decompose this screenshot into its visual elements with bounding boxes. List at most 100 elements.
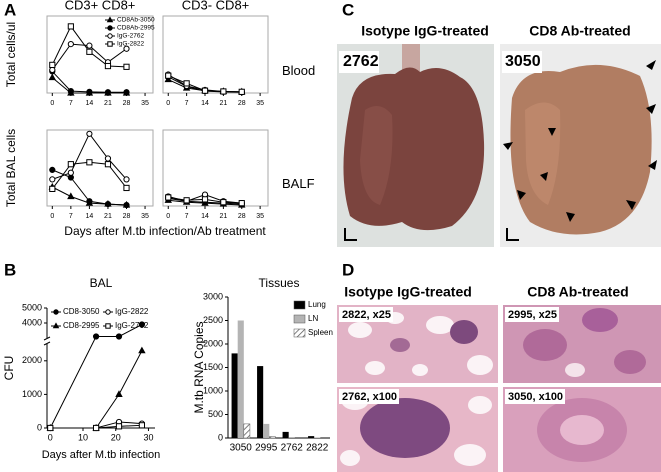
photo-id-box: [502, 51, 542, 73]
marker: [86, 130, 93, 137]
x-tick-label: 10: [78, 432, 88, 442]
photo: [503, 387, 661, 472]
x-tick-label: 7: [185, 213, 189, 220]
marker: [201, 87, 209, 94]
axis-break: [43, 336, 51, 341]
x-tick-label: 14: [201, 213, 209, 220]
y-tick-label: 1000: [22, 389, 42, 399]
x-axis-label: Days after M.tb infection: [42, 449, 161, 461]
marker: [238, 200, 245, 207]
x-tick-label: 0: [50, 213, 54, 220]
bar: [282, 431, 289, 438]
y-tick-label: 3000: [203, 291, 223, 301]
x-tick-label: 28: [238, 100, 246, 107]
marker: [67, 161, 74, 168]
marker: [123, 176, 130, 183]
panel-label: C: [342, 0, 354, 19]
legend-label: Spleen: [308, 328, 333, 337]
photo-id: 2762: [343, 53, 379, 70]
row-label: Blood: [282, 63, 315, 78]
photo: [337, 44, 494, 247]
photo-id-box: [505, 307, 559, 322]
legend-label: IgG-2762: [115, 321, 149, 330]
x-tick-label: 3050: [230, 443, 253, 454]
marker: [49, 166, 56, 173]
x-tick-label: 21: [104, 213, 112, 220]
axis-break: [43, 341, 51, 346]
legend-label: IgG-2822: [117, 41, 144, 48]
marker: [123, 201, 130, 209]
marker: [52, 322, 60, 329]
marker: [86, 198, 93, 205]
y-tick-label: 5000: [22, 302, 42, 312]
x-tick-label: 0: [48, 432, 53, 442]
photo-id: 2822, x25: [342, 309, 391, 321]
photo-title: CD8 Ab-treated: [527, 284, 628, 300]
marker: [53, 309, 59, 315]
x-tick-label: 14: [86, 213, 94, 220]
x-tick-label: 35: [141, 100, 149, 107]
x-tick-label: 7: [69, 213, 73, 220]
marker: [86, 48, 93, 55]
plot-frame: [162, 15, 269, 94]
marker: [48, 73, 57, 81]
x-tick-label: 28: [238, 213, 246, 220]
photo-id: 3050: [505, 53, 541, 70]
marker: [115, 390, 123, 397]
x-tick-label: 35: [256, 100, 264, 107]
chart-title: CD3+ CD8+: [65, 0, 136, 12]
row-label: BALF: [282, 176, 315, 191]
marker: [104, 161, 112, 168]
legend-swatch: [293, 300, 306, 310]
x-tick-label: 28: [123, 213, 131, 220]
photo-id-box: [339, 307, 393, 322]
panel-label: D: [342, 260, 354, 279]
marker: [138, 321, 146, 328]
marker: [86, 88, 93, 95]
bar: [288, 437, 295, 438]
marker: [138, 422, 146, 429]
x-tick-label: 35: [141, 213, 149, 220]
x-tick-label: 2995: [255, 443, 278, 454]
marker: [123, 45, 130, 52]
marker: [67, 169, 74, 176]
x-tick-label: 28: [123, 100, 131, 107]
marker: [67, 87, 74, 95]
photo-title: Isotype IgG-treated: [344, 284, 472, 300]
legend-label: IgG-2762: [117, 33, 144, 40]
marker: [238, 88, 245, 95]
photo-id: 2762, x100: [342, 391, 397, 403]
y-axis-label: Total cells/ul: [4, 22, 18, 87]
x-tick-label: 14: [86, 100, 94, 107]
panel-label: B: [4, 260, 16, 279]
marker: [123, 63, 130, 70]
marker: [115, 423, 123, 430]
marker: [165, 194, 172, 201]
x-tick-label: 21: [104, 100, 112, 107]
x-tick-label: 0: [166, 213, 170, 220]
series-line: [50, 424, 142, 429]
photo-title: CD8 Ab-treated: [529, 23, 630, 39]
marker: [123, 184, 130, 192]
marker: [105, 309, 111, 315]
bar: [243, 423, 251, 439]
y-tick-label: 1500: [203, 362, 223, 372]
marker: [49, 185, 56, 193]
marker: [92, 424, 100, 432]
bar: [263, 423, 270, 438]
photo: [500, 44, 661, 247]
marker: [106, 16, 114, 23]
y-tick-label: 0: [218, 432, 223, 442]
x-tick-label: 0: [50, 100, 54, 107]
marker: [220, 88, 227, 95]
marker: [165, 72, 172, 79]
legend-label: CD8-2995: [63, 321, 100, 330]
legend-label: CD8Ab-3050: [117, 17, 155, 24]
panel-label: A: [4, 0, 16, 19]
y-tick-label: 0: [37, 422, 42, 432]
marker: [49, 61, 56, 68]
photo-id-box: [339, 51, 379, 73]
marker: [104, 62, 112, 70]
marker: [201, 196, 209, 203]
marker: [107, 25, 113, 31]
